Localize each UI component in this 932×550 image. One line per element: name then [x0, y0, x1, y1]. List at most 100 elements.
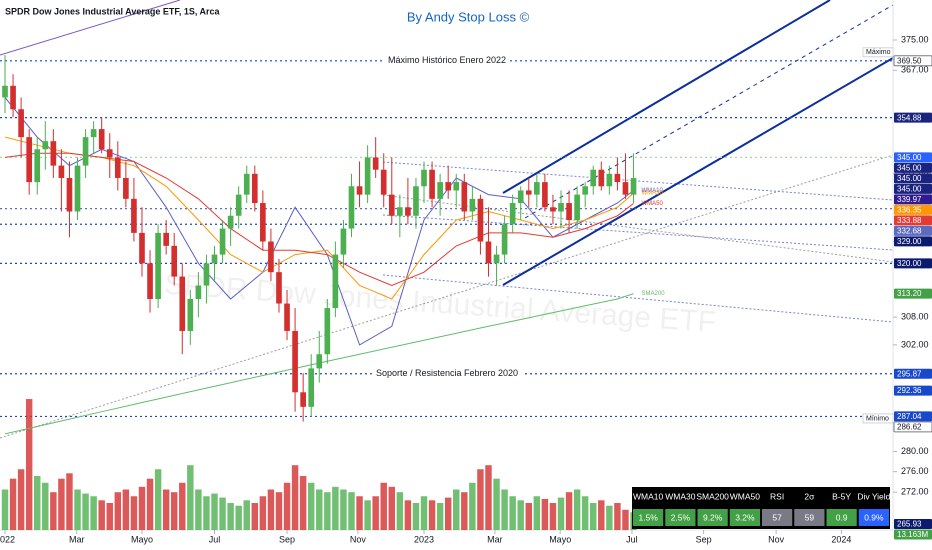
price-tag [894, 152, 932, 163]
ma-label: WMA30 [642, 191, 664, 197]
price-tag [894, 258, 932, 269]
y-tick-label: 375.00 [901, 34, 929, 44]
volume-bar [340, 489, 347, 530]
volume-bar [404, 500, 412, 530]
candle-body [123, 177, 129, 199]
volume-bar [356, 496, 363, 530]
candle-body [453, 182, 460, 191]
candle-body [445, 182, 452, 191]
table-cell: 2.5% [671, 512, 691, 522]
volume-bar [614, 503, 621, 530]
candle-body [106, 149, 113, 158]
volume-bar [9, 478, 17, 530]
candle-body [82, 137, 89, 166]
y-tick-label: 308.00 [901, 312, 929, 322]
candle-body [42, 141, 49, 150]
price-tag-label: 13.163M [897, 530, 928, 539]
price-tag [894, 162, 932, 173]
price-tag-label: 345.00 [897, 153, 922, 162]
price-tag-label: 265.93 [897, 520, 922, 529]
price-tag-label: 339.97 [897, 195, 922, 204]
price-tag-label: 333.88 [897, 216, 922, 225]
price-tag [894, 173, 932, 184]
volume-bar [114, 492, 122, 530]
volume-bar [299, 476, 307, 530]
table-header: B-5Y [832, 491, 851, 501]
table-cell: 57 [772, 512, 782, 522]
price-tag [894, 368, 932, 379]
price-tag [894, 204, 932, 215]
candle-body [74, 165, 81, 212]
volume-bar [509, 496, 516, 530]
channel-lower [502, 57, 894, 286]
price-tag [894, 288, 932, 299]
candle-body [469, 198, 476, 212]
candle-body [340, 228, 347, 255]
volume-bar [606, 505, 613, 530]
volume-bar [211, 493, 218, 530]
candle-body [324, 308, 331, 355]
volume-bar [138, 486, 146, 530]
y-tick-label: 272.00 [901, 487, 929, 497]
volume-bar [130, 496, 138, 530]
volume-bar [453, 489, 460, 530]
trend-line [0, 0, 181, 56]
candle-body [582, 186, 589, 195]
volume-bar [622, 509, 629, 530]
trend-line [0, 154, 894, 439]
candle-body [372, 157, 379, 170]
volume-bar [17, 469, 25, 530]
candle-body [316, 354, 323, 369]
price-tag-label: 345.00 [897, 164, 922, 173]
trend-line [382, 274, 894, 323]
x-tick-label: Jul [626, 534, 638, 544]
candle-body [348, 186, 355, 229]
ma-line [4, 152, 634, 287]
candle-body [284, 303, 290, 331]
volume-bar [187, 465, 194, 530]
candle-body [388, 194, 395, 216]
candle-body [139, 232, 145, 264]
level-label: Soporte / Resistencia Febrero 2020 [376, 368, 518, 378]
volume-bar [25, 399, 33, 530]
level-label: Máximo Histórico Enero 2022 [388, 55, 506, 65]
candle-body [308, 368, 315, 407]
volume-bar [525, 503, 532, 530]
candle-body [163, 232, 169, 246]
level-label-bg [383, 54, 511, 67]
candle-body [171, 245, 178, 277]
price-note-bg [862, 413, 894, 424]
volume-bar [243, 500, 250, 530]
candle-body [542, 182, 548, 208]
price-note: Mínimo [866, 415, 889, 422]
volume-bar [34, 476, 41, 530]
price-tag [894, 519, 932, 530]
volume-bar [316, 489, 323, 530]
candle-body [187, 299, 194, 331]
x-tick-label: 2023 [414, 534, 434, 544]
candle-body [243, 173, 250, 195]
volume-bar [444, 497, 452, 530]
candle-body [34, 149, 41, 183]
volume-bar [380, 482, 387, 530]
volume-bar [541, 498, 549, 530]
volume-bar [275, 492, 283, 530]
price-tag [894, 183, 932, 194]
volume-bar [372, 496, 379, 530]
x-tick-label: Mayo [131, 534, 153, 544]
volume-bar [146, 478, 154, 530]
table-cell-bg [826, 509, 857, 526]
volume-bar [66, 473, 73, 530]
volume-bar [436, 503, 444, 530]
candle-body [461, 182, 468, 212]
candle-body [517, 190, 524, 204]
candle-body [114, 157, 121, 178]
volume-bar [493, 478, 500, 530]
trend-line [382, 214, 894, 251]
volume-bar [235, 505, 242, 530]
candle-body [276, 272, 282, 304]
volume-bar [477, 469, 484, 530]
price-tag-label: 369.50 [897, 56, 922, 65]
candle-body [614, 173, 621, 183]
